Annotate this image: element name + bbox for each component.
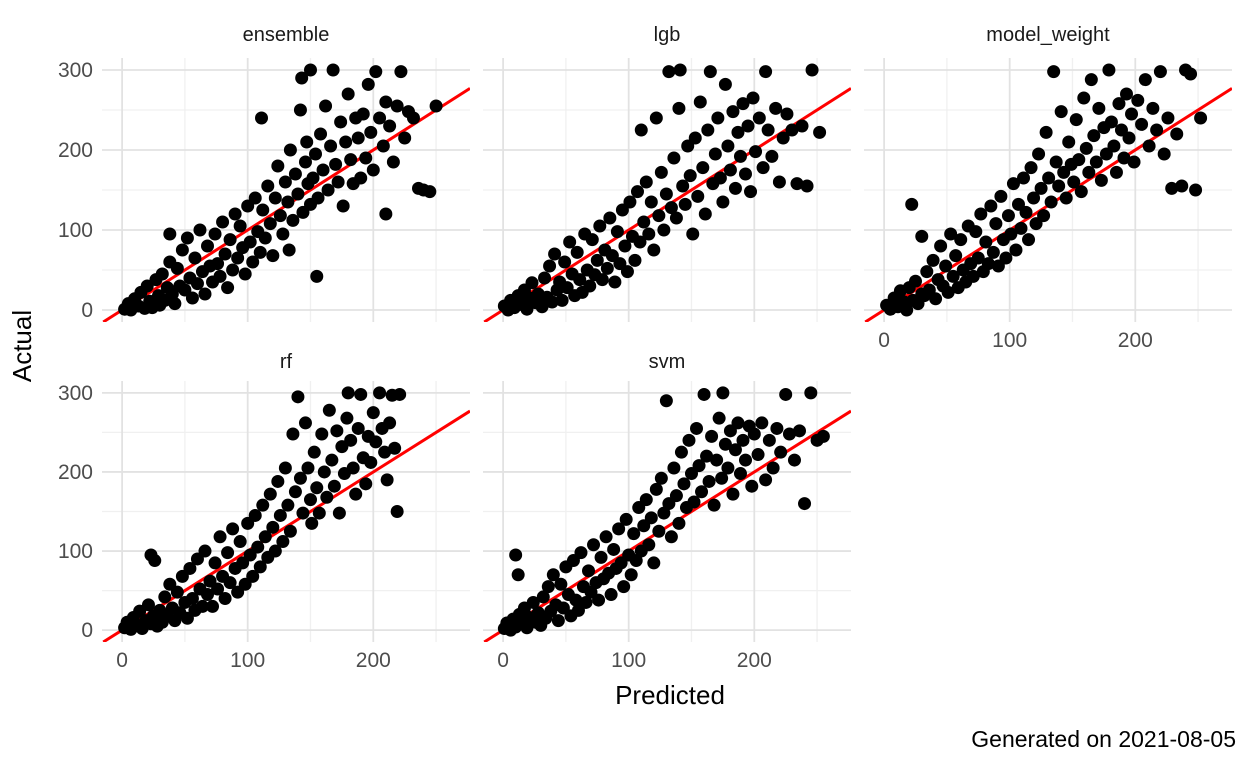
facet-panel-rf: 0 100 200 300 0 100 200 [58,381,470,672]
x-tick-label: 0 [878,329,890,352]
x-tick-label: 200 [356,649,391,672]
x-tick-label: 200 [737,649,772,672]
facet-panel-svm: 0 100 200 [483,381,851,672]
y-axis-title: Actual [7,309,37,383]
x-tick-label: 100 [230,649,265,672]
facet-strip-model-weight: model_weight [986,24,1110,46]
x-tick-label: 200 [1118,329,1153,352]
facet-strip-ensemble: ensemble [242,24,330,46]
x-tick-label: 0 [116,649,128,672]
facet-strip-lgb: lgb [653,24,681,46]
x-tick-label: 100 [992,329,1027,352]
y-tick-label: 100 [58,540,93,563]
y-tick-label: 200 [58,461,93,484]
y-tick-label: 200 [58,139,93,162]
y-tick-label: 0 [81,299,93,322]
reference-line [483,409,851,642]
facet-strip-rf: rf [279,351,293,373]
x-tick-label: 0 [497,649,509,672]
facet-strip-svm: svm [648,351,686,373]
facet-panel-lgb [483,58,851,322]
y-tick-label: 300 [58,382,93,405]
facet-panel-ensemble: 0 100 200 300 [58,58,470,322]
x-tick-label: 100 [611,649,646,672]
y-tick-label: 0 [81,619,93,642]
y-tick-label: 300 [58,59,93,82]
facet-panel-model_weight: 0 100 200 [864,58,1232,352]
y-tick-label: 100 [58,219,93,242]
figure-caption: Generated on 2021-08-05 [971,726,1236,752]
x-axis-title: Predicted [615,680,725,710]
